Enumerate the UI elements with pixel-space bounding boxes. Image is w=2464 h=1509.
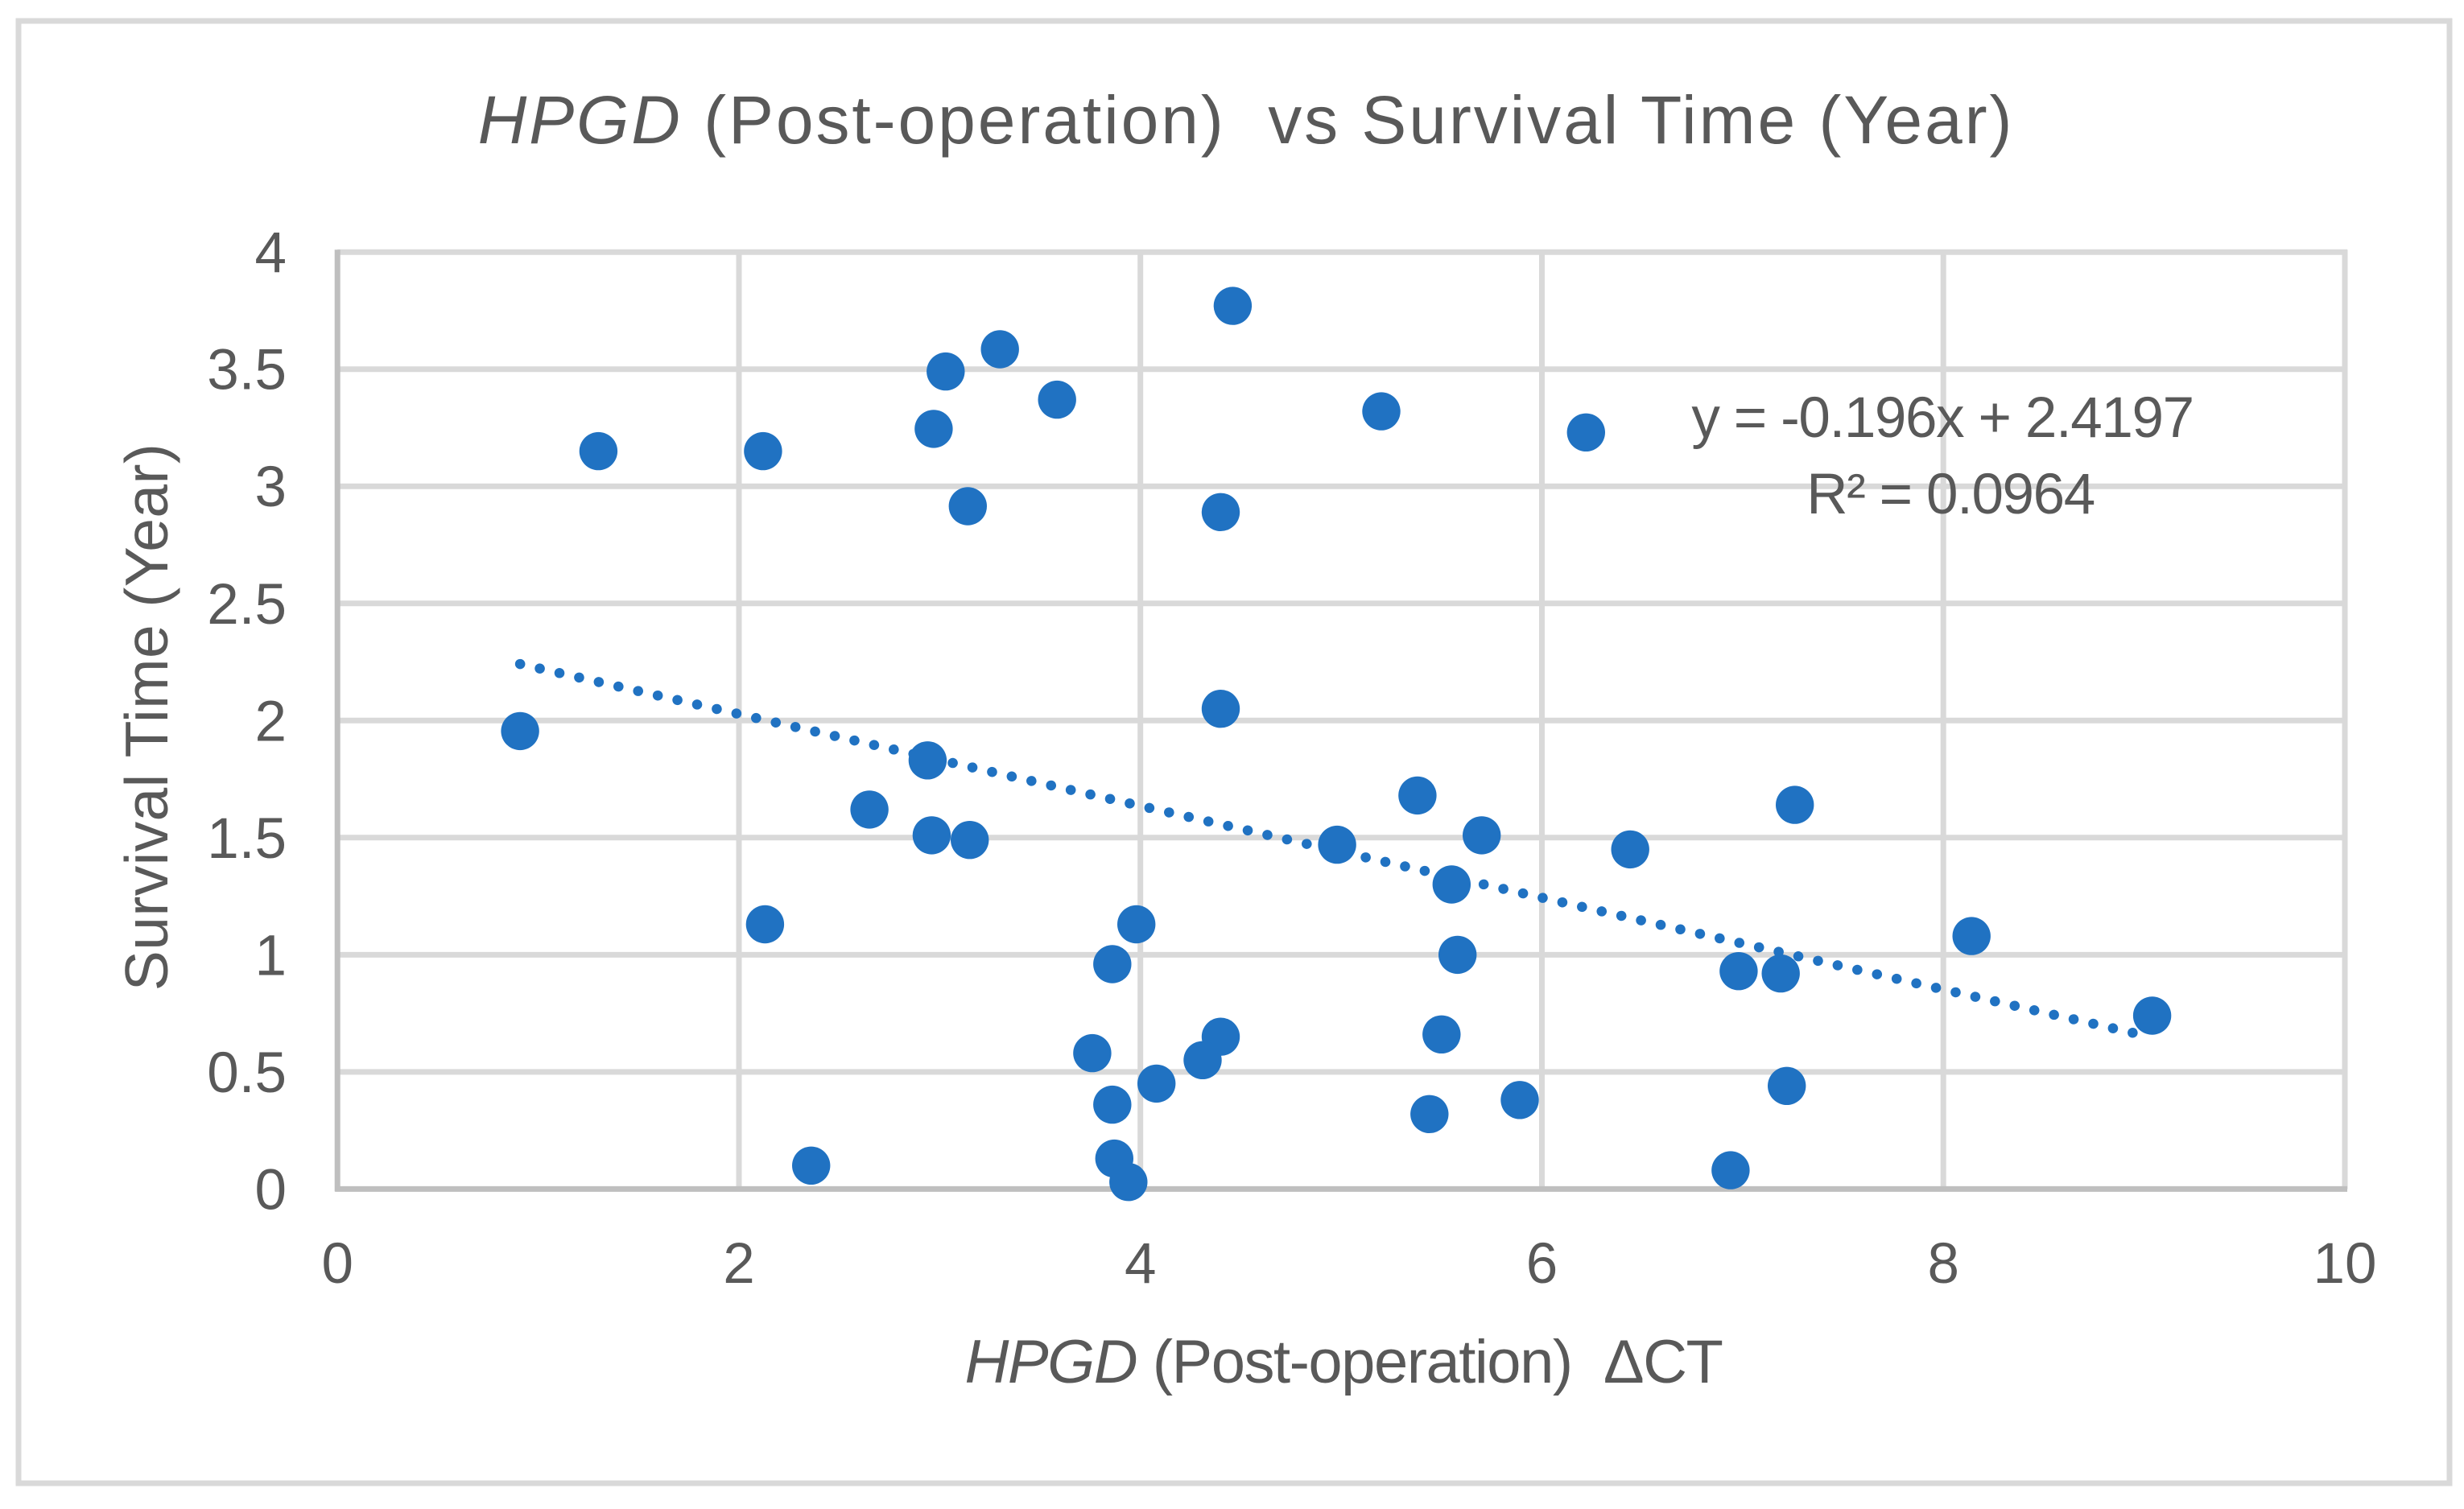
svg-text:4: 4 <box>255 221 287 285</box>
svg-text:2.5: 2.5 <box>207 573 287 637</box>
svg-text:10: 10 <box>2313 1232 2377 1296</box>
svg-text:0.5: 0.5 <box>207 1041 287 1105</box>
svg-text:R² = 0.0964: R² = 0.0964 <box>1806 463 2095 526</box>
svg-text:Survival Time (Year): Survival Time (Year) <box>113 443 180 991</box>
svg-text:2: 2 <box>255 690 287 753</box>
svg-text:2: 2 <box>723 1232 755 1296</box>
svg-text:8: 8 <box>1927 1232 1959 1296</box>
svg-text:1.5: 1.5 <box>207 807 287 871</box>
svg-text:1: 1 <box>255 924 287 987</box>
svg-text:6: 6 <box>1526 1232 1558 1296</box>
svg-text:0: 0 <box>255 1158 287 1222</box>
svg-text:y = -0.196x + 2.4197: y = -0.196x + 2.4197 <box>1691 386 2193 450</box>
svg-text:4: 4 <box>1125 1232 1157 1296</box>
svg-text:3.5: 3.5 <box>207 339 287 402</box>
svg-text:0: 0 <box>321 1232 353 1296</box>
svg-text:3: 3 <box>255 456 287 519</box>
svg-text:HPGD (Post-operation) vs Surv: HPGD (Post-operation) vs Survival Time (… <box>478 82 2015 158</box>
svg-text:HPGD (Post-operation) ΔCT: HPGD (Post-operation) ΔCT <box>965 1328 1723 1396</box>
